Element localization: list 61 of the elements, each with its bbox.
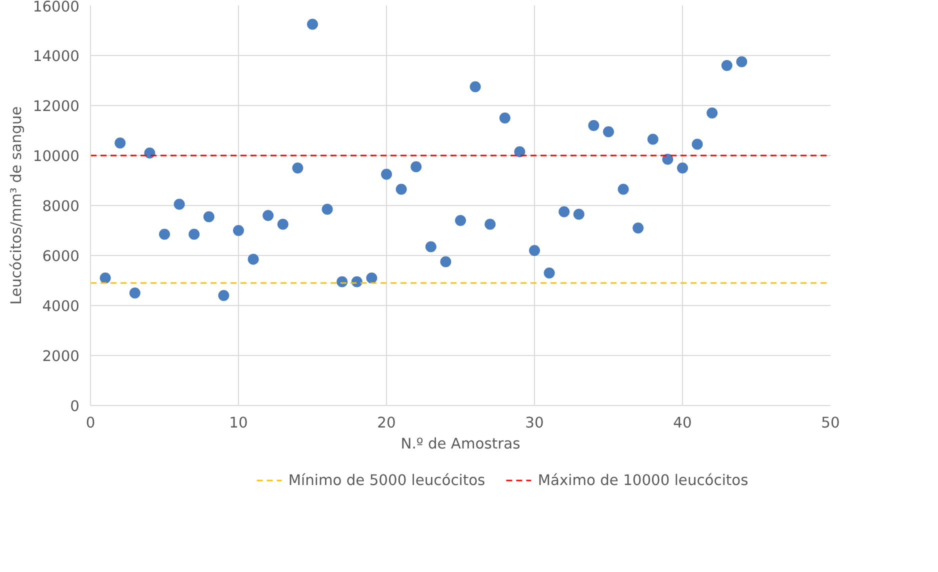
- point: [706, 108, 718, 118]
- point: [248, 254, 259, 265]
- y-tick-label: 0: [70, 398, 80, 415]
- point: [529, 245, 540, 256]
- point: [440, 256, 452, 268]
- point: [396, 184, 407, 195]
- x-tick-label: 0: [86, 414, 96, 432]
- legend-label: Mínimo de 5000 leucócitos: [288, 472, 486, 489]
- point: [410, 161, 422, 172]
- point: [736, 56, 748, 68]
- point: [233, 225, 244, 236]
- point: [262, 210, 274, 221]
- y-tick-label: 2000: [42, 348, 80, 365]
- point: [573, 208, 584, 220]
- point: [218, 290, 230, 301]
- point: [662, 154, 674, 165]
- y-tick-label: 8000: [42, 198, 80, 215]
- point: [603, 126, 614, 138]
- point: [188, 228, 200, 240]
- point: [632, 222, 644, 234]
- point: [588, 120, 600, 131]
- x-tick-label: 40: [673, 414, 692, 432]
- point: [677, 162, 688, 174]
- point: [114, 138, 126, 148]
- y-tick-label: 12000: [32, 98, 80, 115]
- point: [292, 162, 304, 174]
- point: [721, 60, 732, 71]
- legend-label: Máximo de 10000 leucócitos: [538, 472, 748, 489]
- y-tick-label: 10000: [32, 148, 80, 165]
- point: [366, 272, 378, 284]
- point: [484, 218, 496, 230]
- point: [647, 134, 658, 145]
- y-tick-label: 14000: [32, 48, 80, 65]
- point: [129, 288, 140, 298]
- point: [322, 204, 333, 215]
- y-axis-title: Leucócitos/mm³ de sangue: [8, 106, 25, 305]
- point: [558, 206, 570, 218]
- x-tick-label: 20: [377, 414, 396, 432]
- point: [100, 272, 111, 284]
- point: [470, 81, 481, 92]
- point: [499, 112, 510, 124]
- x-axis-title: N.º de Amostras: [400, 436, 520, 452]
- point: [514, 146, 526, 158]
- point: [692, 138, 703, 150]
- y-tick-label: 6000: [42, 248, 80, 265]
- point: [544, 268, 555, 278]
- point: [203, 211, 214, 222]
- point: [381, 168, 392, 180]
- point: [159, 228, 170, 240]
- point: [307, 18, 318, 30]
- y-tick-label: 4000: [42, 298, 80, 315]
- point: [144, 148, 156, 158]
- point: [618, 184, 629, 195]
- x-tick-label: 30: [525, 414, 544, 432]
- point: [455, 215, 466, 226]
- y-tick-label: 16000: [32, 0, 80, 16]
- point: [425, 241, 436, 252]
- point: [174, 198, 185, 210]
- point: [277, 218, 288, 230]
- x-tick-label: 50: [821, 414, 840, 432]
- x-tick-label: 10: [229, 414, 248, 432]
